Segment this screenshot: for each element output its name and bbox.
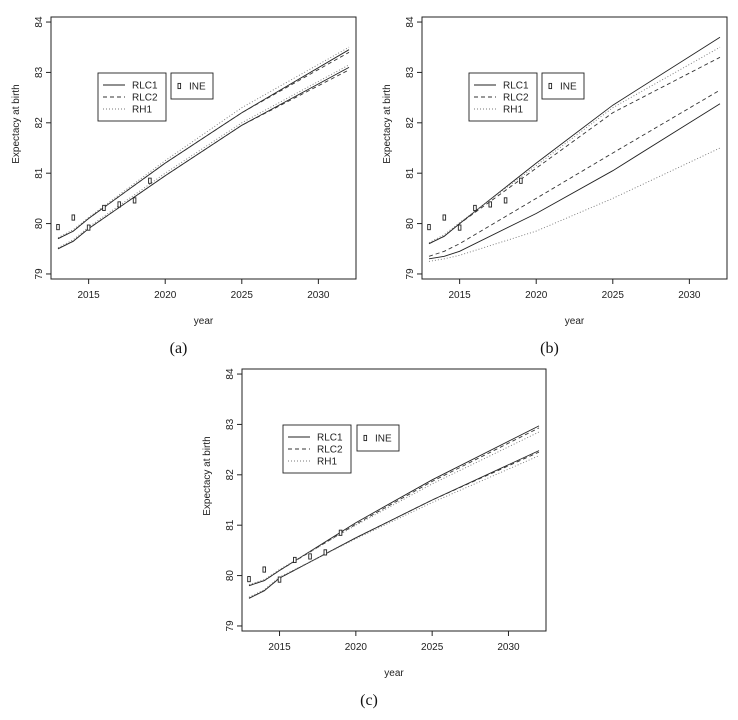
x-axis-label: year — [194, 316, 214, 327]
legend-box — [468, 72, 538, 122]
ine-point — [102, 204, 106, 212]
ine-point — [148, 177, 152, 184]
ine-point — [308, 553, 312, 560]
series-line-band-4 — [57, 69, 350, 250]
ine-point — [86, 224, 91, 231]
x-tick-label: 2025 — [602, 290, 625, 301]
panel-caption: (a) — [170, 340, 188, 357]
panel-caption: (b) — [540, 340, 559, 357]
y-tick-label: 82 — [225, 469, 236, 481]
ine-point — [442, 214, 447, 221]
legend-box — [97, 72, 167, 122]
x-tick-label: 2020 — [525, 290, 548, 301]
x-tick-label: 2020 — [154, 290, 177, 301]
legend-label-rlc1: RLC1 — [317, 433, 343, 444]
y-tick-label: 79 — [405, 268, 416, 280]
x-axis-label: year — [384, 668, 404, 679]
ine-point — [473, 204, 477, 212]
ine-point — [71, 214, 76, 221]
chart-panel-1: 2015 2020 2025 2030 79 80 81 82 83 84 year Expectac… — [11, 16, 357, 357]
y-tick-label: 82 — [405, 117, 416, 129]
x-tick-label: 2025 — [231, 290, 254, 301]
ine-point — [323, 549, 328, 556]
legend-label-ine: INE — [189, 82, 206, 93]
ine-point — [488, 201, 493, 208]
legend-label-rlc2: RLC2 — [503, 93, 529, 104]
y-tick-label: 84 — [34, 16, 45, 28]
legend-label-rlc1: RLC1 — [503, 81, 529, 92]
ine-point — [262, 566, 267, 573]
legend-label-ine: INE — [375, 434, 392, 445]
y-tick-label: 81 — [405, 167, 416, 179]
y-tick-label: 79 — [34, 268, 45, 280]
legend-label-rlc1: RLC1 — [132, 81, 158, 92]
legend-swatch-ine — [363, 434, 368, 442]
ine-point — [519, 177, 523, 184]
ine-point — [132, 197, 137, 204]
plot-frame — [421, 16, 728, 280]
y-tick-label: 84 — [225, 368, 236, 380]
x-tick-label: 2015 — [78, 290, 101, 301]
x-tick-label: 2015 — [268, 642, 291, 653]
y-tick-label: 80 — [34, 218, 45, 230]
chart-panel-2: 2015 2020 2025 2030 79 80 81 82 83 84 year Expectac… — [382, 16, 728, 357]
plot-frame — [241, 368, 547, 632]
ine-point — [56, 224, 60, 231]
legend-box — [282, 424, 352, 474]
x-tick-label: 2030 — [307, 290, 330, 301]
ine-point — [457, 224, 462, 231]
ine-point — [247, 576, 251, 583]
series-line-rh1 — [248, 431, 540, 586]
panel-caption: (c) — [360, 692, 378, 709]
y-axis-label: Expectacy at birth — [382, 84, 393, 163]
x-axis-label: year — [565, 316, 585, 327]
series-line-rh1 — [57, 46, 350, 239]
y-tick-label: 81 — [225, 519, 236, 531]
y-tick-label: 84 — [405, 16, 416, 28]
y-tick-label: 83 — [225, 418, 236, 430]
y-tick-label: 79 — [225, 620, 236, 632]
series-line-band-5 — [428, 147, 721, 262]
series-line-band-3 — [428, 103, 721, 260]
legend-label-rh1: RH1 — [503, 105, 523, 116]
y-tick-label: 81 — [34, 167, 45, 179]
x-tick-label: 2030 — [678, 290, 701, 301]
legend-label-rh1: RH1 — [317, 457, 337, 468]
series-line-band-4 — [428, 89, 721, 257]
legend-label-rlc2: RLC2 — [132, 93, 158, 104]
y-tick-label: 83 — [34, 66, 45, 78]
series-line-band-5 — [248, 455, 540, 598]
ine-point — [503, 197, 508, 204]
ine-point — [117, 201, 122, 208]
series-line-band-4 — [248, 451, 540, 599]
legend-swatch-ine — [177, 82, 182, 90]
series-line-rlc2 — [57, 51, 350, 240]
legend-label-rlc2: RLC2 — [317, 445, 343, 456]
series-line-rh1 — [428, 46, 721, 244]
y-axis-label: Expectacy at birth — [11, 84, 22, 163]
chart-panel-3: 2015 2020 2025 2030 79 80 81 82 83 84 year Expectac… — [202, 368, 547, 709]
x-tick-label: 2020 — [345, 642, 368, 653]
series-line-rlc1 — [248, 425, 540, 587]
legend-swatch-ine — [548, 82, 553, 90]
plot-frame — [50, 16, 357, 280]
x-tick-label: 2015 — [449, 290, 472, 301]
y-axis-label: Expectacy at birth — [202, 436, 213, 515]
y-tick-label: 80 — [225, 570, 236, 582]
legend-label-ine: INE — [560, 82, 577, 93]
ine-point — [277, 576, 282, 583]
y-tick-label: 83 — [405, 66, 416, 78]
ine-point — [293, 556, 297, 564]
ine-point — [427, 224, 431, 231]
legend-label-rh1: RH1 — [132, 105, 152, 116]
x-tick-label: 2025 — [421, 642, 444, 653]
ine-point — [338, 529, 343, 536]
x-tick-label: 2030 — [497, 642, 520, 653]
y-tick-label: 82 — [34, 117, 45, 129]
y-tick-label: 80 — [405, 218, 416, 230]
series-line-rlc2 — [428, 56, 721, 245]
